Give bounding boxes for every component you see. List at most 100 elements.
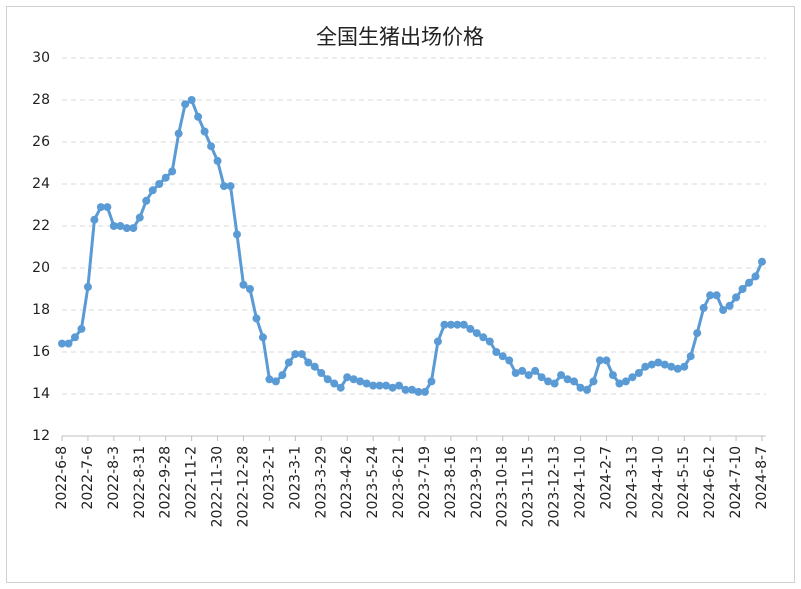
marker: [751, 272, 760, 281]
x-tick-label: 2023-5-24: [365, 446, 381, 519]
marker: [213, 156, 222, 165]
marker: [58, 339, 66, 348]
chart-title: 全国生猪出场价格: [316, 25, 484, 49]
marker: [369, 381, 378, 390]
marker: [472, 329, 481, 338]
marker: [459, 320, 468, 329]
marker: [83, 282, 92, 291]
x-tick-label: 2022-11-2: [184, 446, 200, 518]
marker: [64, 339, 73, 348]
marker: [395, 381, 404, 390]
x-tick-label: 2024-4-10: [650, 446, 666, 518]
marker: [602, 356, 611, 365]
marker: [271, 377, 280, 386]
x-tick-label: 2023-10-18: [495, 446, 511, 527]
marker: [641, 362, 650, 371]
marker: [122, 224, 131, 233]
x-tick-label: 2022-8-31: [132, 446, 148, 518]
marker: [570, 377, 579, 386]
marker: [70, 333, 79, 342]
marker: [291, 350, 300, 359]
marker: [245, 285, 254, 293]
marker: [336, 383, 345, 392]
marker: [109, 222, 118, 230]
marker: [654, 358, 663, 367]
marker: [168, 167, 177, 176]
marker: [732, 293, 741, 302]
marker: [518, 366, 527, 375]
marker: [414, 387, 423, 396]
marker: [466, 324, 475, 333]
x-tick-label: 2022-11-30: [210, 446, 226, 527]
x-tick-label: 2023-6-21: [391, 446, 407, 518]
x-tick-label: 2023-9-13: [469, 446, 485, 518]
marker: [323, 375, 332, 384]
marker: [297, 350, 306, 359]
marker: [557, 371, 566, 380]
marker: [375, 381, 384, 390]
x-tick-label: 2024-3-13: [624, 446, 640, 518]
x-tick-label: 2024-6-12: [702, 446, 718, 518]
marker: [693, 329, 702, 338]
marker: [304, 358, 313, 367]
x-tick-label: 2022-6-8: [54, 446, 70, 510]
y-tick-label: 22: [32, 218, 50, 234]
marker: [382, 381, 391, 390]
marker: [667, 362, 676, 371]
marker: [485, 337, 494, 346]
marker: [103, 203, 112, 212]
x-tick-label: 2023-2-1: [261, 446, 277, 510]
x-tick-label: 2023-3-1: [287, 446, 303, 510]
marker: [498, 352, 507, 361]
y-tick-label: 16: [32, 344, 50, 360]
marker: [330, 379, 339, 388]
marker: [446, 320, 455, 329]
x-tick-label: 2024-7-10: [728, 446, 744, 518]
marker: [317, 369, 326, 377]
y-tick-label: 30: [32, 50, 50, 66]
marker: [77, 324, 86, 333]
marker: [278, 371, 287, 380]
marker: [524, 371, 533, 380]
marker: [576, 383, 585, 392]
marker: [116, 222, 125, 230]
x-tick-label: 2022-8-3: [106, 446, 122, 510]
marker: [129, 224, 138, 233]
marker: [427, 377, 436, 386]
marker: [265, 375, 274, 384]
marker: [550, 379, 559, 388]
marker: [220, 182, 229, 191]
x-tick-label: 2023-7-19: [417, 446, 433, 518]
marker: [608, 371, 617, 380]
y-tick-label: 12: [32, 428, 50, 444]
marker: [712, 291, 721, 300]
marker: [155, 180, 164, 188]
chart-border: [6, 6, 795, 583]
x-tick-label: 2023-3-29: [313, 446, 329, 518]
marker: [239, 280, 248, 289]
marker: [686, 352, 695, 361]
marker: [725, 301, 734, 310]
marker: [615, 379, 624, 388]
marker: [388, 383, 397, 392]
marker: [258, 333, 267, 342]
marker: [433, 337, 442, 346]
marker: [252, 314, 261, 323]
marker: [706, 291, 715, 300]
marker: [719, 306, 728, 314]
marker: [349, 375, 358, 384]
y-tick-label: 24: [32, 176, 50, 192]
marker: [511, 369, 520, 377]
marker: [537, 373, 546, 382]
marker: [207, 142, 216, 151]
x-tick-label: 2023-8-16: [443, 446, 459, 519]
marker: [187, 96, 196, 104]
marker: [699, 303, 708, 312]
x-tick-label: 2022-7-6: [80, 446, 96, 510]
marker: [479, 333, 488, 342]
marker: [194, 112, 203, 121]
marker: [634, 369, 643, 377]
x-tick-label: 2024-2-7: [598, 446, 614, 510]
marker: [531, 366, 540, 375]
marker: [135, 213, 144, 222]
